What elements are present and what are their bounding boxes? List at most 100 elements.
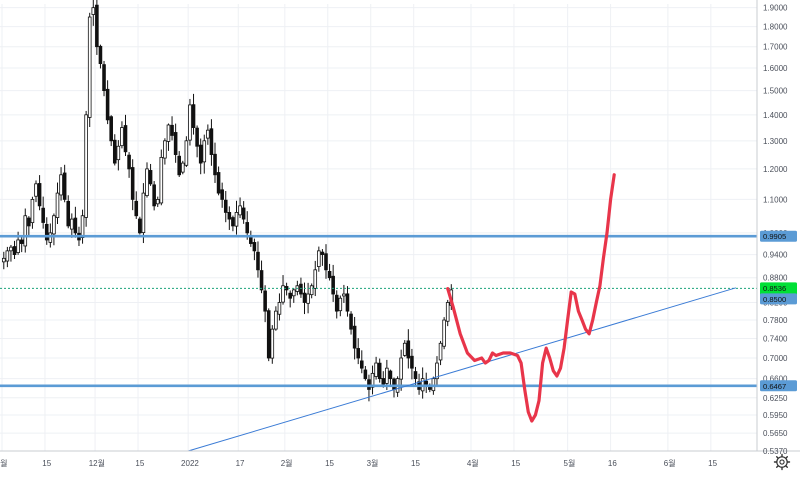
candle-body [438, 342, 443, 361]
candle-body [152, 184, 156, 207]
candle-body [442, 319, 446, 347]
candle-body [245, 222, 250, 234]
candles [2, 0, 454, 402]
horizontal-levels [0, 234, 757, 388]
candle-body [138, 218, 142, 234]
candle-body [274, 310, 278, 330]
candle-body [317, 250, 321, 267]
candle-body [266, 310, 271, 359]
candle-body [327, 270, 332, 279]
candle-body [277, 302, 282, 315]
candle-body [313, 269, 318, 289]
candle-body [198, 144, 203, 164]
candle-body [370, 372, 375, 388]
x-tick-label: 16 [608, 459, 617, 468]
candle-body [356, 348, 361, 359]
candle-body [27, 217, 31, 227]
candle-body [352, 325, 357, 349]
candle-body [334, 294, 339, 312]
candle-body [302, 292, 307, 303]
candle-body [173, 132, 178, 155]
current-price-label: 0.8536 [763, 284, 786, 293]
y-tick-label: 0.5370 [763, 447, 788, 456]
candle-body [102, 64, 106, 92]
grid [0, 4, 757, 452]
candle-body [359, 360, 364, 369]
candle-body [123, 125, 128, 153]
candle-body [30, 199, 35, 224]
level-price-label: 0.9905 [763, 232, 786, 241]
candle-body [209, 128, 214, 155]
y-tick-label: 0.7400 [763, 335, 788, 344]
candle-body [145, 168, 149, 196]
gear-icon[interactable] [773, 453, 791, 471]
candle-body [338, 297, 343, 312]
candle-body [306, 293, 310, 304]
x-tick-label: 5월 [564, 458, 576, 468]
trendline [188, 287, 737, 452]
candle-body [291, 289, 296, 297]
candle-body [73, 217, 78, 234]
y-tick-label: 1.3000 [763, 137, 788, 146]
candle-body [402, 342, 407, 356]
y-tick-label: 0.8800 [763, 274, 788, 283]
candle-body [206, 129, 210, 139]
candle-body [48, 232, 53, 243]
candle-body [116, 145, 121, 161]
candle-body [2, 257, 6, 263]
x-tick-label: 15 [511, 459, 520, 468]
x-tick-label: 15 [708, 459, 717, 468]
candle-body [241, 207, 246, 220]
candle-body [159, 156, 164, 204]
candle-body [202, 140, 207, 163]
candle-body [342, 293, 346, 297]
candle-body [413, 371, 418, 380]
candle-body [424, 380, 429, 385]
candle-body [5, 250, 10, 262]
candle-body [399, 357, 403, 380]
y-tick-label: 1.5000 [763, 87, 788, 96]
candle-body [256, 251, 260, 271]
candle-body [227, 212, 232, 220]
x-tick-label: 12월 [89, 458, 105, 468]
candle-body [109, 116, 113, 142]
candle-body [16, 239, 20, 254]
candle-body [163, 140, 167, 159]
candle-body [220, 189, 224, 200]
candle-body [349, 313, 353, 330]
candle-body [9, 246, 13, 252]
candle-body [70, 218, 74, 230]
level-price-label-box [760, 380, 797, 392]
candle-body [309, 285, 314, 296]
candle-body [87, 16, 92, 118]
candle-body [127, 154, 131, 170]
x-tick-label: 15 [325, 459, 334, 468]
level-price-label: 0.6467 [763, 382, 786, 391]
candle-body [130, 167, 135, 200]
x-tick-label: 15 [135, 459, 144, 468]
candle-body [288, 292, 292, 299]
candle-body [392, 378, 396, 390]
candle-body [231, 217, 235, 227]
candle-body [188, 104, 192, 141]
candle-body [80, 215, 85, 238]
y-tick-label: 1.8000 [763, 23, 788, 32]
candle-body [112, 139, 117, 164]
projection-layer [446, 173, 616, 423]
x-tick-label: 17 [236, 459, 245, 468]
candle-body [191, 104, 196, 128]
candle-body [134, 200, 139, 217]
candle-body [445, 302, 450, 322]
candle-body [252, 242, 257, 252]
candle-body [374, 362, 378, 377]
candle-body [216, 172, 221, 194]
candle-body [105, 88, 110, 121]
candle-body [324, 253, 328, 271]
candle-body [259, 270, 264, 291]
x-tick-label: 15 [411, 459, 420, 468]
candle-body [59, 174, 63, 196]
candle-body [52, 215, 56, 235]
candle-body [234, 212, 239, 227]
candle-body [66, 200, 71, 227]
